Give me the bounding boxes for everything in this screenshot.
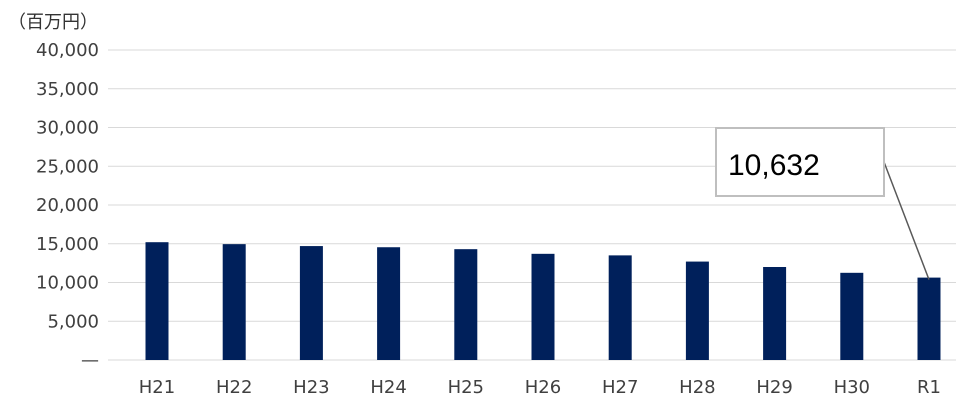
x-tick-label: H23 [293,377,329,397]
x-tick-label: H25 [448,377,484,397]
bar-h21 [145,242,169,360]
x-tick-label: H21 [139,377,175,397]
gridlines [108,49,956,361]
callout-box [715,127,885,197]
y-tick-label: 40,000 [36,40,99,61]
x-tick-label: H22 [216,377,252,397]
bar-h24 [377,247,401,360]
x-tick-label: H30 [834,377,870,397]
y-tick-label: 15,000 [36,234,99,255]
x-tick-label: H24 [370,377,406,397]
x-tick-label: H29 [756,377,792,397]
y-tick-label: 20,000 [36,195,99,216]
x-tick-label: R1 [917,377,941,397]
value-callout: 10,632 [715,127,930,280]
bar-h26 [531,253,555,360]
bar-h30 [840,272,864,360]
bars [145,242,941,360]
x-tick-label: H26 [525,377,561,397]
callout-value-label: 10,632 [728,149,820,182]
bar-h25 [454,249,478,360]
y-tick-label: 35,000 [36,79,99,100]
y-tick-label: 30,000 [36,118,99,139]
y-tick-label: 10,000 [36,273,99,294]
y-tick-label: 25,000 [36,156,99,177]
bar-h23 [299,246,323,360]
x-tick-label: H28 [679,377,715,397]
x-tick-label: H27 [602,377,638,397]
bar-h29 [763,267,787,360]
y-axis-unit-label: （百万円） [8,12,98,33]
y-tick-label: 5,000 [47,311,99,332]
y-tick-label: — [81,350,99,371]
bar-r1 [917,277,941,360]
y-axis-ticks: — 5,000 10,000 15,000 20,000 25,000 30,000 35,0… [36,40,99,371]
callout-leader-line [883,161,930,280]
bar-h27 [608,255,632,360]
bar-h22 [222,244,246,360]
bar-h28 [685,261,709,360]
x-axis-ticks: H21 H22 H23 H24 H25 H26 H27 H28 H29 H30 R1 [139,377,941,397]
